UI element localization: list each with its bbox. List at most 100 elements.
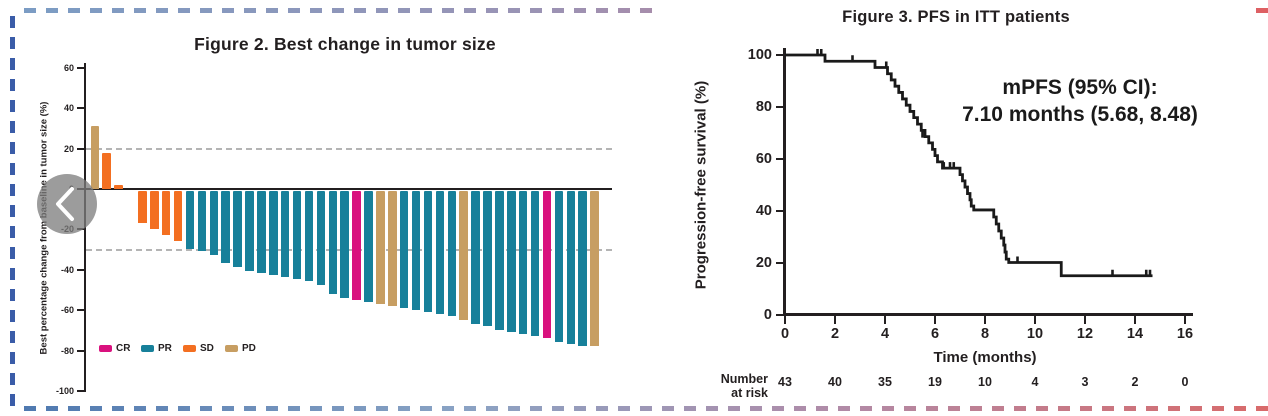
km-curve [785,49,1153,278]
figure3-x-tick-label: 6 [930,326,940,342]
waterfall-bar-sd [150,190,159,229]
waterfall-bar-pr [221,190,230,264]
mpfs-annotation-line2: 7.10 months (5.68, 8.48) [962,103,1198,126]
figure3-x-tick-label: 10 [1026,326,1044,342]
chevron-left-icon [37,174,97,234]
figure3-y-tick-label: 80 [755,99,772,115]
waterfall-bar-pr [554,190,564,342]
waterfall-bar-pr [471,190,480,324]
legend-label: CR [116,343,131,354]
figure3-x-tick [1183,316,1187,324]
number-at-risk-value: 4 [1031,375,1039,389]
previous-slide-button[interactable] [37,174,97,234]
figure2-y-tick-label: 60 [63,62,74,73]
figure3-x-tick-label: 8 [980,326,990,342]
figure3-y-tick [776,261,785,265]
figure3-x-tick-label: 12 [1076,326,1094,342]
number-at-risk-value: 3 [1081,375,1089,389]
legend-item-cr: CR [99,343,130,354]
waterfall-bar-pd [376,190,385,304]
figure3-x-tick [1133,316,1137,324]
waterfall-bar-pr [447,190,456,316]
number-at-risk-value: 2 [1131,375,1139,389]
figure3-x-tick [983,316,987,324]
figure3-y-tick [776,157,785,161]
figure3-x-tick-label: 14 [1126,326,1144,342]
figure3-x-tick-label: 0 [780,326,790,342]
figure3-x-tick [933,316,937,324]
figure2-y-tick [77,268,84,271]
waterfall-bar-pr [578,190,587,347]
mpfs-annotation-line1: mPFS (95% CI): [1002,76,1158,99]
waterfall-bar-pr [269,190,278,276]
figure3-y-axis-label: Progression-free survival (%) [692,80,710,290]
figure3-x-tick-label: 16 [1176,326,1194,342]
figure2-y-tick-label: 40 [63,103,74,114]
legend-swatch-icon [141,345,154,352]
figure3-x-tick [1083,316,1087,324]
figure3-x-tick [833,316,837,324]
figure3-y-tick-label: 100 [747,47,772,63]
figure2-y-tick-label: 20 [63,143,74,154]
waterfall-bar-pr [435,190,445,314]
figure3-y-tick-label: 20 [755,255,772,271]
figure3-y-tick-label: 40 [755,203,772,219]
waterfall-bar-pr [423,190,433,312]
legend-item-pr: PR [141,343,172,354]
legend-swatch-icon [183,345,196,352]
figure3-y-tick [776,313,785,317]
number-at-risk-value: 35 [878,375,892,389]
waterfall-bar-pr [507,190,516,332]
waterfall-bar-pr [364,190,373,302]
waterfall-bar-pr [316,190,326,286]
waterfall-bar-sd [161,190,171,235]
waterfall-bar-sd [138,190,147,223]
waterfall-bar-pr [292,190,302,280]
figure2-refline-plus20 [86,147,612,150]
legend-label: PR [158,343,172,354]
waterfall-bar-pr [209,190,218,256]
figure2-y-tick [77,309,84,312]
waterfall-bar-sd [114,184,123,189]
number-at-risk-value: 0 [1181,375,1189,389]
left-dashed-border [10,16,15,410]
figure3-x-tick [883,316,887,324]
figure3-x-tick [783,316,787,324]
number-at-risk-value: 10 [978,375,992,389]
waterfall-bar-sd [173,190,183,241]
figure2-y-tick [77,349,84,352]
figure3-x-tick [1033,316,1037,324]
mpfs-annotation: mPFS (95% CI): 7.10 months (5.68, 8.48) [890,74,1268,128]
legend-item-pd: PD [225,343,256,354]
figure3-y-tick-label: 60 [755,151,772,167]
figure2-y-tick-label: -40 [60,264,74,275]
waterfall-bar-cr [542,190,552,338]
waterfall-bar-pr [566,190,575,345]
waterfall-bar-pr [530,190,540,336]
number-at-risk-value: 40 [828,375,842,389]
waterfall-bar-pr [304,190,314,282]
waterfall-bar-pr [257,190,266,274]
number-at-risk-value: 43 [778,375,792,389]
figure2-y-tick [77,390,84,392]
figure3-y-tick-label: 0 [763,307,772,323]
km-step-line [785,53,1153,278]
figure2-title: Figure 2. Best change in tumor size [194,34,496,54]
waterfall-bar-sd [102,152,111,189]
waterfall-bar-pr [399,190,409,308]
waterfall-bar-pr [245,190,254,272]
waterfall-bar-pr [185,190,195,250]
number-at-risk-value: 19 [928,375,942,389]
figure2-y-tick [77,66,84,69]
waterfall-bar-pd [459,190,468,320]
figure2-y-tick-label: -60 [60,305,74,316]
figure2-y-tick-label: -80 [60,345,74,356]
waterfall-bar-pd [90,126,99,189]
top-dashed-border [24,8,1268,13]
number-at-risk-label: Number at risk [688,372,768,400]
figure3-x-tick-label: 4 [880,326,890,342]
number-at-risk-label-line1: Number [720,372,768,386]
legend-label: SD [200,343,214,354]
waterfall-bar-pr [411,190,421,310]
